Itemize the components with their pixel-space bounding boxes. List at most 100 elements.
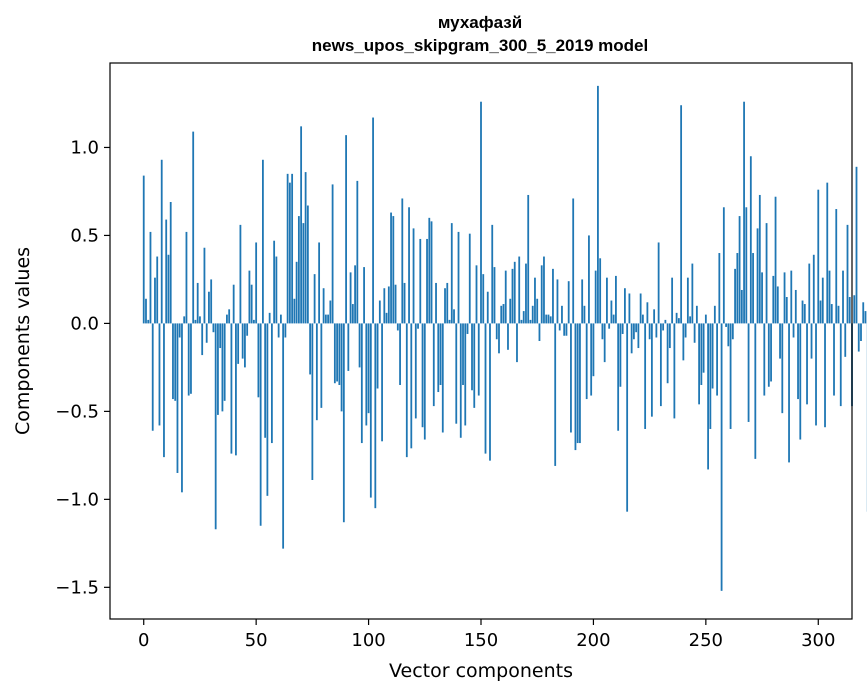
bar-43	[239, 224, 242, 324]
bar-114	[399, 323, 401, 385]
bar-31	[212, 323, 215, 333]
bar-153	[486, 291, 489, 324]
bar-144	[466, 323, 469, 334]
bar-314	[848, 297, 851, 324]
bar-84	[331, 184, 334, 324]
bar-136	[448, 319, 451, 324]
bar-62	[282, 323, 285, 549]
bar-319	[860, 323, 862, 341]
bar-216	[628, 293, 631, 324]
y-axis-label: Components values	[12, 247, 34, 435]
bar-38	[228, 309, 231, 324]
bar-275	[761, 272, 763, 324]
bar-57	[270, 323, 273, 444]
bar-127	[428, 217, 431, 324]
bar-72	[304, 172, 307, 324]
bar-50	[255, 242, 258, 324]
bar-11	[167, 254, 170, 324]
bar-266	[740, 289, 743, 324]
bar-77	[315, 323, 318, 421]
bar-190	[570, 323, 572, 433]
bar-234	[668, 323, 671, 349]
bar-115	[401, 198, 404, 324]
bar-281	[774, 196, 777, 324]
bar-146	[471, 323, 473, 391]
bar-73	[306, 205, 309, 324]
bar-240	[682, 323, 685, 361]
bar-26	[201, 323, 204, 356]
bar-184	[556, 279, 559, 324]
bar-183	[554, 323, 557, 466]
bar-99	[365, 323, 368, 426]
bar-45	[244, 323, 246, 368]
bar-91	[347, 323, 350, 371]
bar-40	[232, 284, 235, 324]
bar-135	[446, 282, 449, 324]
bar-23	[194, 319, 197, 324]
bar-60	[277, 323, 280, 338]
bar-284	[781, 323, 784, 414]
bar-113	[396, 323, 399, 331]
bar-313	[846, 224, 849, 324]
bar-297	[810, 323, 813, 359]
bar-199	[590, 323, 593, 396]
bar-140	[457, 231, 460, 324]
bar-308	[835, 209, 838, 324]
bar-143	[464, 323, 467, 426]
bar-96	[358, 323, 361, 368]
bar-238	[677, 318, 680, 324]
bar-35	[221, 323, 224, 412]
bar-172	[529, 319, 532, 324]
bar-224	[646, 302, 649, 324]
bar-124	[421, 323, 424, 428]
bar-54	[264, 323, 267, 438]
bar-273	[756, 228, 759, 324]
bar-213	[621, 323, 624, 334]
bar-130	[435, 282, 437, 324]
bar-196	[583, 305, 586, 324]
bar-166	[516, 323, 518, 363]
bar-70	[300, 126, 303, 324]
bar-63	[284, 323, 287, 338]
bar-48	[250, 284, 253, 324]
bar-103	[374, 323, 377, 509]
bar-185	[558, 323, 561, 331]
bar-182	[552, 268, 554, 324]
bar-291	[797, 323, 799, 400]
bar-64	[286, 173, 289, 324]
bar-138	[453, 309, 455, 324]
bar-90	[345, 135, 347, 324]
bar-100	[367, 323, 370, 414]
bar-101	[369, 323, 372, 498]
bar-181	[549, 316, 552, 324]
bar-164	[511, 268, 514, 324]
bar-159	[500, 305, 503, 324]
bar-117	[405, 323, 408, 458]
bar-137	[450, 223, 453, 324]
bar-210	[615, 275, 617, 324]
bar-198	[588, 235, 590, 324]
bar-245	[693, 323, 696, 343]
bar-203	[599, 258, 602, 324]
bar-195	[581, 279, 584, 324]
bar-16	[178, 323, 181, 338]
bar-303	[824, 323, 826, 428]
bar-250	[704, 314, 707, 324]
bar-211	[617, 323, 620, 431]
bar-141	[459, 323, 462, 438]
bar-44	[241, 323, 244, 359]
bar-300	[817, 189, 820, 324]
bar-270	[749, 156, 752, 324]
bar-88	[340, 323, 343, 412]
bar-274	[758, 194, 761, 324]
bar-286	[785, 297, 788, 324]
bar-76	[313, 274, 316, 324]
bar-7	[158, 323, 161, 426]
bar-298	[812, 254, 815, 324]
bar-58	[273, 240, 276, 324]
bar-19	[185, 231, 188, 324]
bar-267	[743, 101, 745, 324]
bar-301	[819, 300, 822, 324]
bar-197	[585, 323, 588, 400]
bar-317	[855, 166, 858, 324]
